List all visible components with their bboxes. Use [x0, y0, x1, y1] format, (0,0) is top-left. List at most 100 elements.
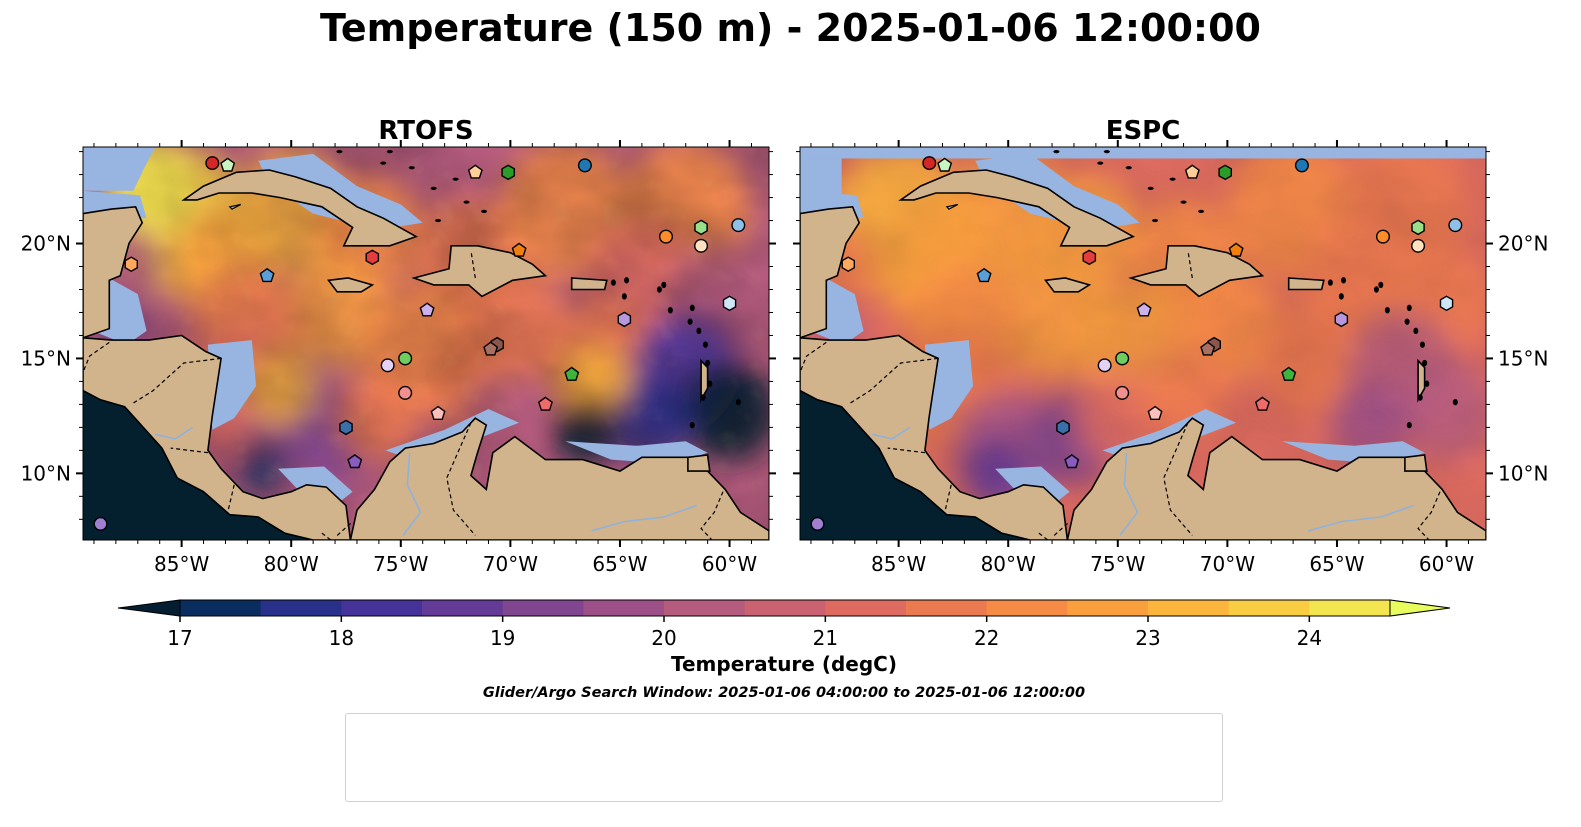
- island: [687, 318, 693, 325]
- land-yucatan: [83, 205, 144, 339]
- float-marker-4903629: [537, 396, 553, 411]
- float-marker-2903766: [259, 267, 275, 283]
- country-border: [336, 521, 354, 536]
- island: [667, 306, 673, 314]
- lat-tick-label: 15°N: [21, 346, 71, 370]
- float-marker-2903766: [976, 267, 992, 283]
- island: [689, 421, 695, 429]
- colorbar-segment: [1309, 600, 1391, 616]
- country-border: [83, 341, 110, 373]
- island: [1341, 277, 1347, 284]
- land-south-strip: [350, 540, 769, 547]
- river: [1308, 504, 1414, 532]
- float-marker-6903111: [1334, 311, 1349, 328]
- land-southam: [1066, 417, 1486, 540]
- lat-tick-label: 10°N: [1498, 461, 1548, 485]
- float-marker-4903354: [220, 157, 236, 172]
- land-jamaica: [327, 277, 375, 293]
- float-marker-1902522: [339, 419, 353, 436]
- island: [1419, 341, 1425, 348]
- float-marker-4903350: [1115, 351, 1130, 366]
- colorbar-segment: [502, 600, 584, 616]
- lon-tick-label: 80°W: [264, 552, 319, 576]
- float-marker-4902534: [1228, 242, 1244, 257]
- land-hispaniola: [411, 245, 548, 298]
- shallow-shelf: [258, 153, 423, 230]
- island: [621, 293, 627, 300]
- land-cuba: [181, 169, 419, 247]
- pacific-outside-domain: [800, 390, 1031, 540]
- island: [707, 380, 713, 387]
- land-panhandle: [1417, 358, 1426, 403]
- lon-tick-label: 65°W: [1309, 552, 1364, 576]
- lon-tick-label: 75°W: [373, 552, 428, 576]
- colorbar-segment: [1228, 600, 1310, 616]
- lon-tick-label: 60°W: [1419, 552, 1474, 576]
- land-jamaica: [1044, 277, 1092, 293]
- map-area: [83, 147, 769, 547]
- river: [155, 426, 194, 440]
- island: [1452, 398, 1458, 406]
- lon-tick-label: 75°W: [1090, 552, 1145, 576]
- island-isla-juventud: [945, 203, 959, 210]
- country-border: [170, 447, 208, 454]
- lat-tick-label: 10°N: [21, 461, 71, 485]
- float-marker-4903354: [937, 157, 953, 172]
- bahamas-island: [435, 218, 442, 223]
- float-marker-4903250: [841, 256, 855, 273]
- bahamas-island: [1180, 200, 1187, 204]
- float-marker-6903135: [380, 358, 395, 373]
- land-central: [83, 334, 352, 540]
- colorbar-segment: [583, 600, 665, 616]
- island: [1422, 359, 1428, 367]
- island: [1404, 318, 1410, 325]
- float-marker-6903137: [483, 341, 499, 356]
- map-panel-rtofs: RTOFS 85°W 80°W 75°W 70°W 65°W 60°W 10°N 15°N 20°…: [21, 116, 776, 576]
- float-marker-4903767: [1147, 405, 1163, 420]
- float-marker-4903349: [564, 366, 580, 381]
- island: [1406, 421, 1412, 429]
- float-marker-4903767: [430, 405, 446, 420]
- land-cuba: [898, 169, 1136, 247]
- bahamas-island: [380, 161, 387, 165]
- country-border: [1187, 250, 1193, 279]
- country-border: [1053, 521, 1071, 536]
- float-marker-4903333: [694, 238, 709, 253]
- float-marker-6903134: [1136, 302, 1152, 317]
- float-marker-4903561: [365, 249, 380, 266]
- river: [402, 452, 422, 536]
- land-south-strip: [1067, 540, 1486, 547]
- float-marker-4903768: [1064, 454, 1080, 469]
- island: [1327, 279, 1333, 286]
- colorbar-segment: [260, 600, 342, 616]
- float-marker-4902534: [511, 242, 527, 257]
- map-frame: [82, 146, 770, 541]
- colorbar-segment: [422, 600, 504, 616]
- island: [1384, 306, 1390, 314]
- land-trinidad: [1404, 454, 1428, 472]
- float-marker-4903274: [467, 164, 483, 179]
- float-marker-4903350: [398, 351, 413, 366]
- float-marker-1902363: [1294, 158, 1309, 173]
- float-marker-4903250: [124, 256, 139, 273]
- colorbar-label: Temperature (degC): [671, 652, 897, 676]
- country-border: [130, 357, 222, 405]
- search-window-caption: Glider/Argo Search Window: 2025-01-06 04…: [483, 685, 1085, 701]
- bahamas-island: [1053, 149, 1060, 154]
- island: [1417, 394, 1423, 401]
- float-marker-3902457: [722, 295, 737, 312]
- float-marker-5906478: [93, 516, 108, 531]
- float-marker-5906478: [810, 516, 825, 531]
- island: [1406, 304, 1412, 312]
- shallow-shelf: [975, 153, 1140, 230]
- float-marker-4903466: [922, 156, 937, 171]
- lat-tick-label: 20°N: [1498, 232, 1548, 256]
- float-marker-4903333: [1411, 238, 1426, 253]
- float-marker-4903348: [1218, 164, 1233, 181]
- float-marker-4903561: [1082, 249, 1097, 266]
- colorbar-segment: [1067, 600, 1149, 616]
- colorbar-extend-low: [117, 599, 181, 617]
- island: [1338, 293, 1344, 300]
- lon-tick-label: 85°W: [871, 552, 926, 576]
